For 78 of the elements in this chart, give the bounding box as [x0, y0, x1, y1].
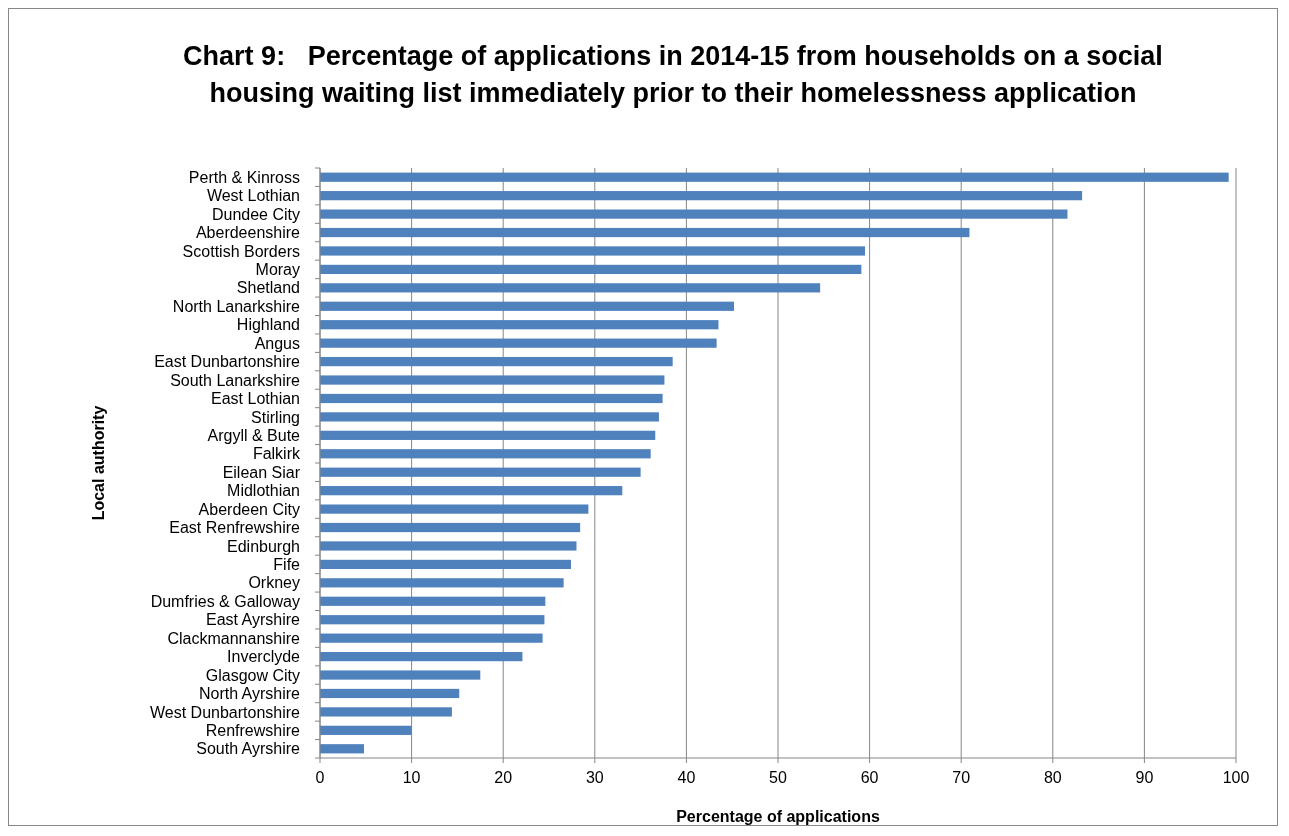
bar: [320, 227, 970, 238]
bar: [320, 486, 623, 496]
x-tick-label: 90: [1135, 769, 1154, 786]
x-tick-label: 10: [402, 769, 421, 786]
y-tick-label: Glasgow City: [205, 666, 300, 684]
y-tick-label: Aberdeen City: [198, 500, 300, 518]
y-tick-label: North Lanarkshire: [172, 297, 301, 315]
y-tick-label: East Lothian: [211, 390, 300, 408]
y-tick-label: Eilean Siar: [222, 463, 301, 481]
y-tick-label: Moray: [255, 261, 300, 279]
bar: [320, 338, 717, 348]
x-tick-label: 50: [769, 769, 787, 786]
bar: [320, 320, 719, 330]
x-tick-label: 40: [677, 769, 696, 786]
bar: [320, 449, 651, 459]
bar: [320, 246, 866, 256]
y-tick-label: East Ayrshire: [206, 611, 301, 629]
y-tick-label: West Lothian: [206, 187, 300, 205]
bar: [320, 172, 1229, 182]
y-tick-label: Argyll & Bute: [207, 426, 301, 444]
bar: [320, 707, 452, 717]
y-tick-label: West Dunbartonshire: [150, 703, 301, 721]
y-tick-label: Inverclyde: [227, 648, 301, 666]
bar: [320, 430, 656, 440]
bar: [320, 578, 564, 588]
y-tick-label: Angus: [254, 334, 300, 352]
x-tick-label: 80: [1043, 769, 1062, 786]
y-tick-label: Falkirk: [252, 445, 301, 463]
bar: [320, 744, 364, 754]
y-tick-label: South Ayrshire: [196, 740, 301, 758]
bar: [320, 301, 735, 311]
y-tick-label: Dundee City: [211, 205, 300, 223]
y-tick-label: Stirling: [251, 408, 300, 426]
bar: [320, 670, 481, 680]
bar: [320, 393, 663, 404]
y-tick-label: Highland: [236, 316, 300, 334]
bar: [320, 467, 641, 477]
bar: [320, 375, 665, 385]
y-tick-label: Aberdeenshire: [195, 224, 301, 242]
x-axis-title: Percentage of applications: [676, 808, 880, 825]
y-tick-label: Shetland: [236, 279, 300, 297]
y-tick-label: Scottish Borders: [182, 242, 300, 260]
y-tick-label: East Renfrewshire: [169, 519, 301, 537]
chart-title: Chart 9: Percentage of applications in 2014-15 from households on a social housing waiting list immediately prior to their homelessness application: [183, 41, 1163, 108]
bar: [320, 522, 581, 533]
y-tick-label: Orkney: [248, 574, 300, 592]
bar: [320, 688, 460, 699]
y-tick-label: Renfrewshire: [205, 721, 301, 739]
bar: [320, 283, 821, 293]
x-tick-label: 70: [952, 769, 971, 786]
bar: [320, 615, 545, 625]
y-tick-label: Midlothian: [227, 482, 300, 500]
bar: [320, 559, 571, 570]
bar: [320, 191, 1083, 201]
bar: [320, 264, 862, 275]
bar: [320, 725, 412, 735]
x-tick-label: 100: [1222, 769, 1250, 786]
bar: [320, 633, 543, 643]
y-tick-label: Perth & Kinross: [188, 168, 300, 186]
bar: [320, 541, 577, 551]
bar: [320, 412, 659, 422]
bar: [320, 651, 523, 662]
y-axis-title: Local authority: [90, 405, 107, 521]
x-tick-label: 0: [315, 769, 325, 786]
y-tick-label: North Ayrshire: [198, 685, 301, 703]
y-tick-label: Clackmannanshire: [167, 629, 301, 647]
y-tick-label: Dumfries & Galloway: [150, 592, 300, 610]
y-tick-label: Edinburgh: [227, 537, 300, 555]
x-tick-label: 20: [494, 769, 513, 786]
y-tick-label: East Dunbartonshire: [154, 353, 301, 371]
x-tick-label: 30: [585, 769, 604, 786]
bar: [320, 356, 673, 367]
bar: [320, 504, 589, 514]
y-tick-label: South Lanarkshire: [170, 371, 301, 389]
bar: [320, 596, 546, 606]
y-tick-label: Fife: [273, 556, 301, 574]
bar: [320, 209, 1068, 219]
x-tick-label: 60: [860, 769, 879, 786]
